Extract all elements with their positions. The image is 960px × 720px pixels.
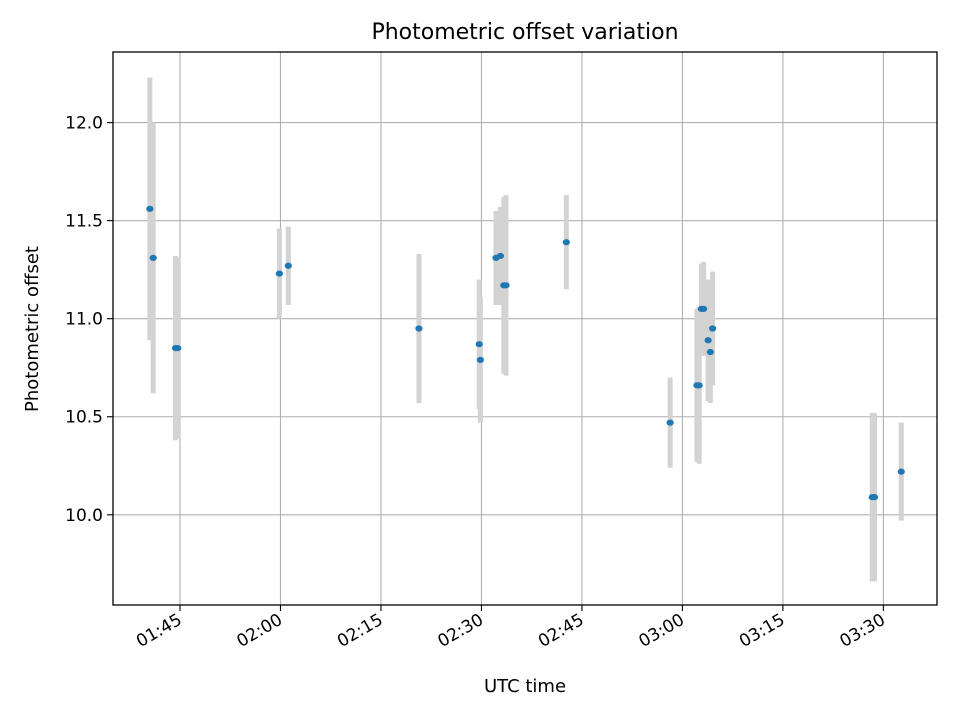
y-axis-label: Photometric offset: [22, 246, 43, 412]
data-point: [695, 382, 703, 389]
data-point: [870, 494, 879, 501]
grid-lines: [113, 52, 937, 605]
data-point: [475, 341, 483, 348]
data-point: [666, 419, 674, 426]
y-tick-label: 12.0: [65, 114, 103, 134]
y-tick-label: 11.5: [65, 212, 103, 232]
data-point: [476, 356, 484, 363]
data-point: [496, 252, 505, 260]
data-point: [706, 348, 714, 356]
data-point: [284, 262, 292, 269]
plot-frame: [112, 51, 938, 606]
chart-title: Photometric offset variation: [371, 20, 678, 45]
data-point: [275, 270, 283, 277]
y-tick-label: 10.5: [65, 408, 103, 428]
data-point: [146, 205, 154, 212]
y-tick-label: 10.0: [65, 506, 103, 526]
data-point: [897, 468, 905, 475]
x-axis-label: UTC time: [484, 676, 566, 697]
data-point: [708, 325, 717, 332]
data-point: [700, 305, 708, 312]
data-point: [149, 254, 157, 262]
y-tick-label: 11.0: [65, 310, 103, 330]
data-point: [704, 337, 712, 344]
data-points: [146, 205, 905, 501]
data-point: [174, 345, 182, 352]
data-point: [502, 282, 510, 289]
data-point: [415, 325, 423, 332]
data-point: [562, 239, 570, 246]
